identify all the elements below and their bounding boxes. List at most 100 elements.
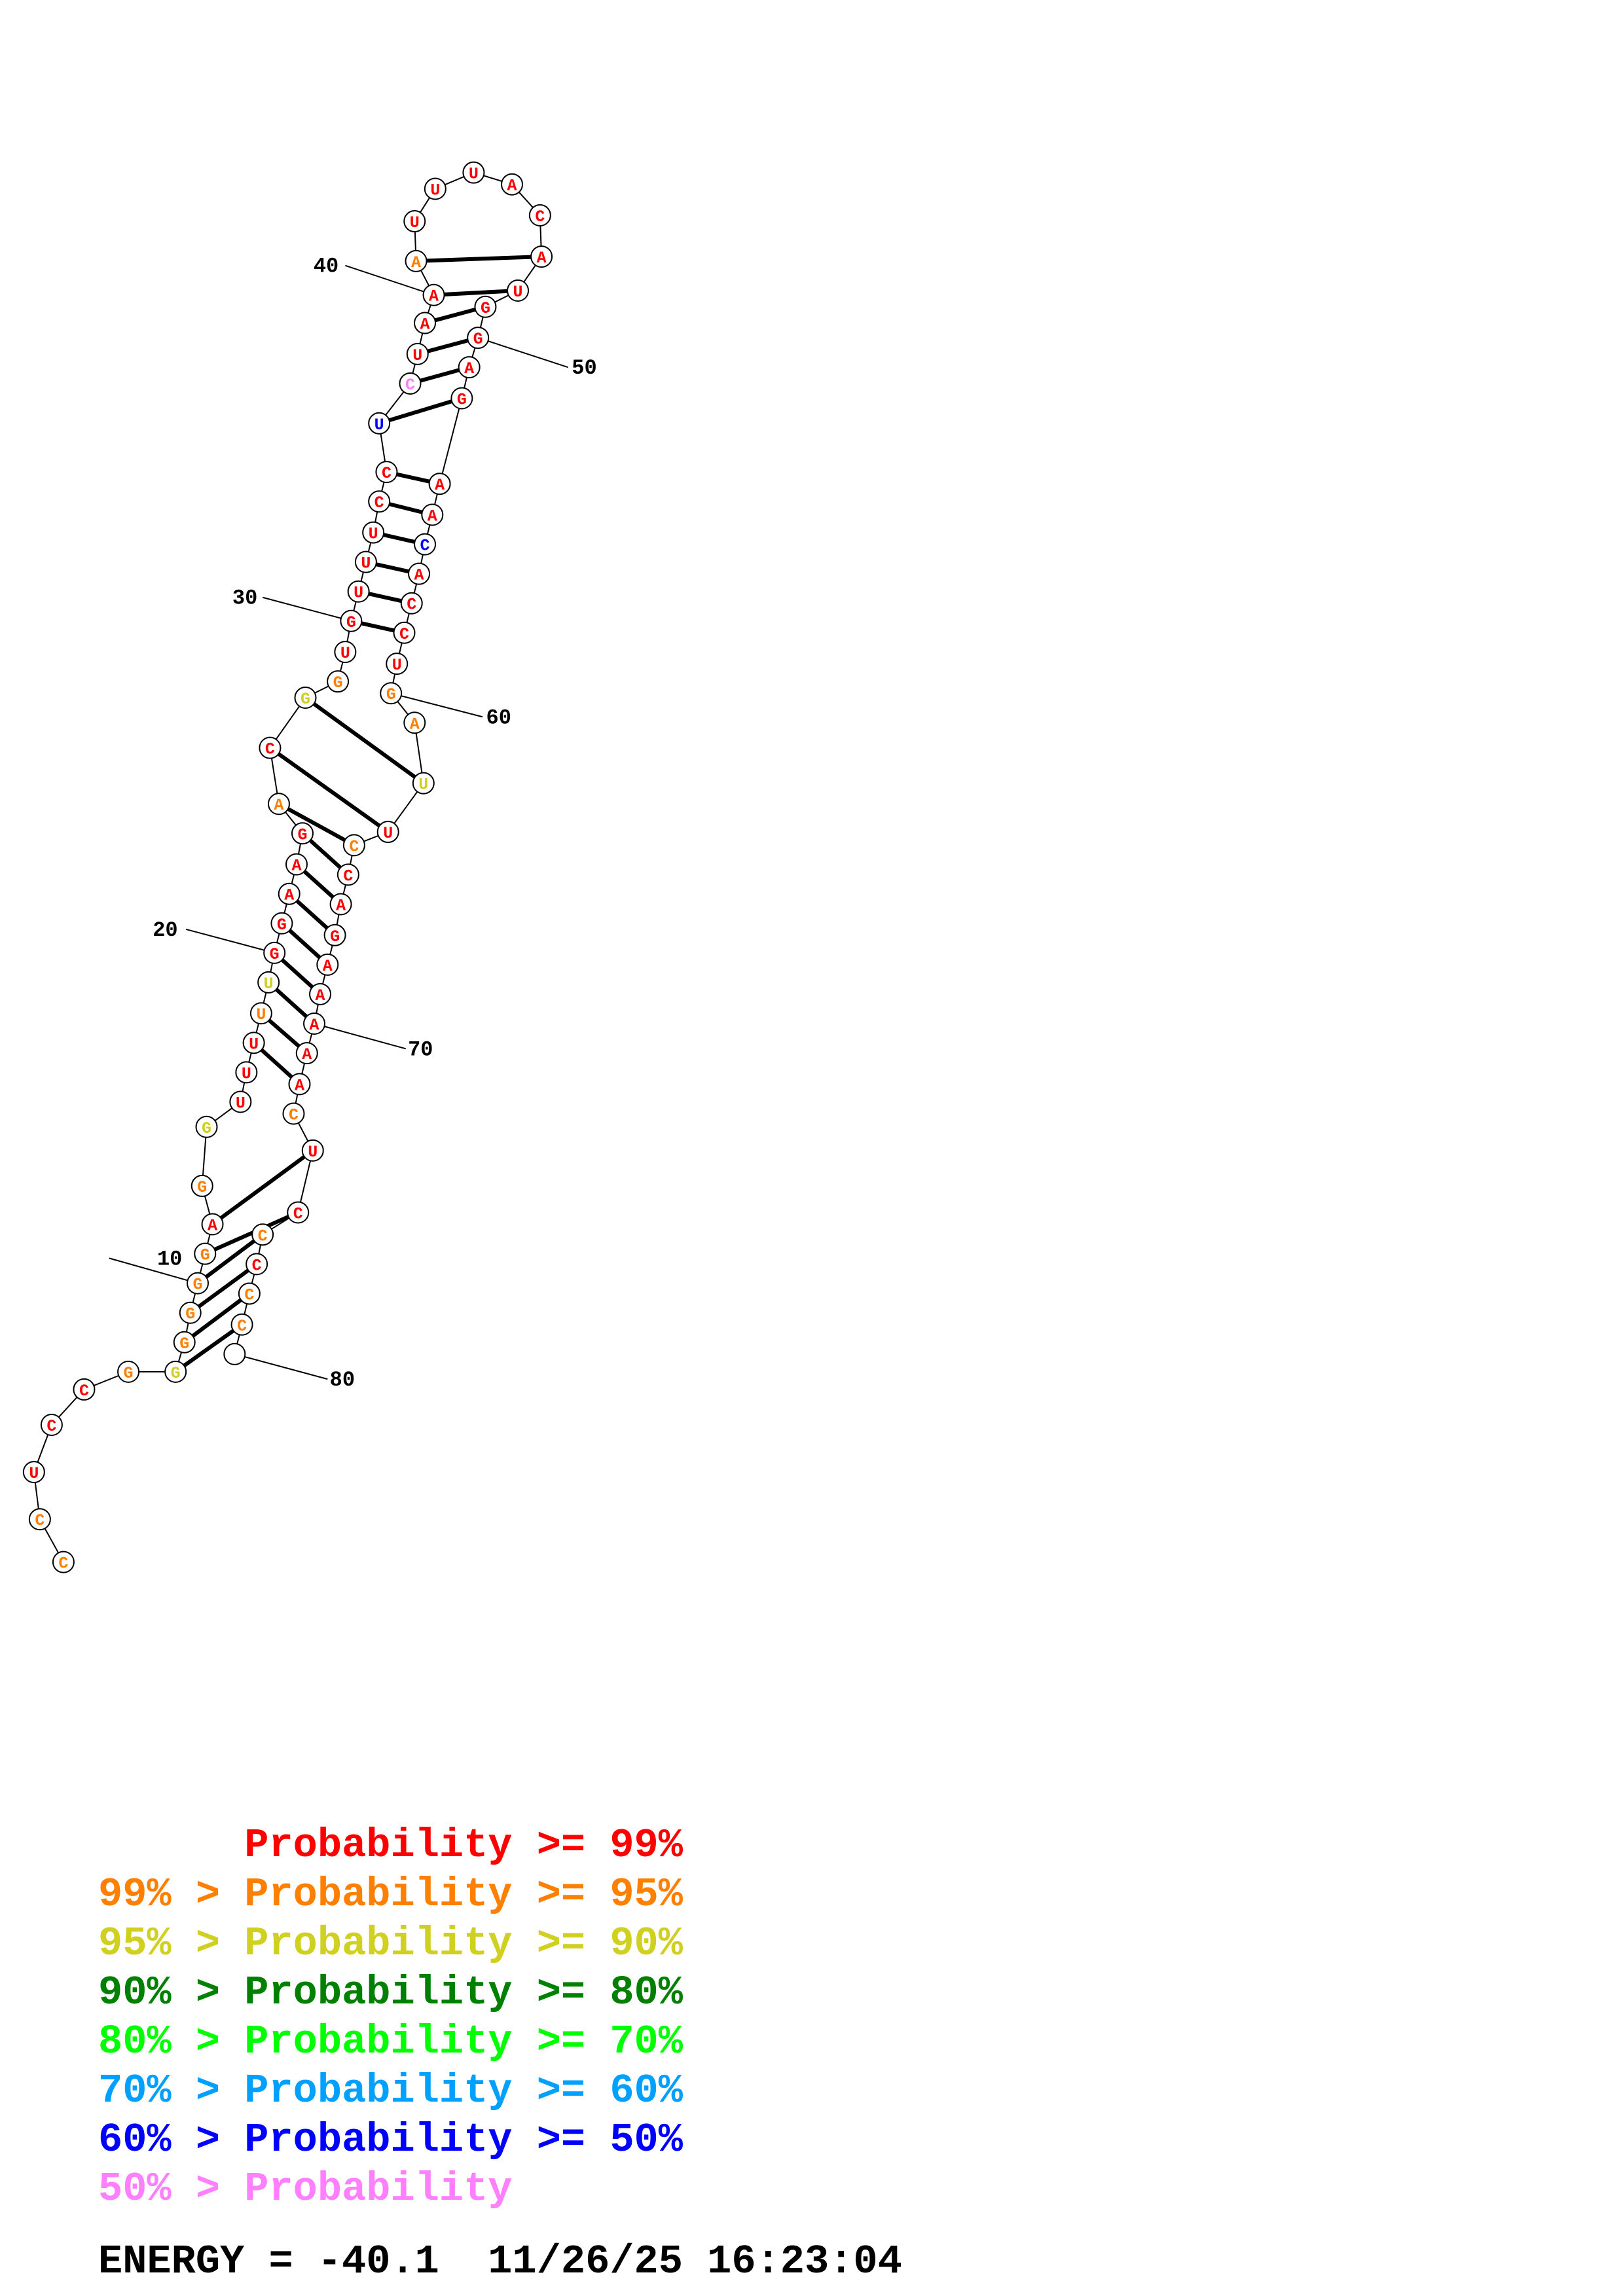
nucleotide-circle xyxy=(337,863,359,886)
nucleotide-circle xyxy=(462,161,485,184)
nucleotide-letter: G xyxy=(200,1246,210,1265)
base-pair-bond xyxy=(433,288,519,297)
nucleotide-circle xyxy=(354,550,377,573)
legend-prefix: 50% > xyxy=(98,2166,245,2212)
nucleotide-36: U xyxy=(368,412,391,435)
nucleotide-letter: A xyxy=(310,1016,319,1035)
position-label-50: 50 xyxy=(572,356,596,380)
nucleotide-32: U xyxy=(354,550,377,573)
nucleotide-letter: U xyxy=(412,346,422,365)
nucleotide-49: G xyxy=(474,295,497,318)
nucleotide-23: A xyxy=(285,853,308,876)
nucleotide-35: C xyxy=(375,461,398,484)
nucleotide-16: U xyxy=(235,1061,258,1084)
nucleotide-circle xyxy=(507,279,530,302)
nucleotide-circle xyxy=(251,1223,274,1246)
nucleotide-letter: A xyxy=(428,507,437,526)
position-label-line xyxy=(390,692,483,718)
nucleotide-letter: U xyxy=(430,181,440,200)
nucleotide-circle xyxy=(249,1002,272,1025)
nucleotide-9: G xyxy=(179,1301,202,1324)
nucleotide-letter: A xyxy=(284,886,294,905)
nucleotide-19: U xyxy=(257,971,280,994)
position-label-60: 60 xyxy=(486,706,511,730)
nucleotide-letter: A xyxy=(323,957,333,976)
nucleotide-57: C xyxy=(400,592,423,615)
nucleotide-circle xyxy=(334,641,357,664)
nucleotide-letter: C xyxy=(405,376,415,395)
nucleotide-circle xyxy=(117,1360,140,1383)
nucleotide-66: A xyxy=(329,893,352,916)
nucleotide-letter: G xyxy=(330,927,340,946)
nucleotide-39: A xyxy=(414,312,437,334)
nucleotide-letter: U xyxy=(369,525,378,544)
nucleotide-circle xyxy=(186,1272,209,1295)
nucleotide-4: C xyxy=(40,1414,63,1437)
nucleotide-letter: U xyxy=(469,165,479,184)
nucleotide-54: A xyxy=(421,503,444,526)
nucleotide-27: G xyxy=(294,686,317,709)
position-label-line xyxy=(314,1023,407,1050)
nucleotide-circle xyxy=(40,1414,63,1437)
legend-prefix: 60% > xyxy=(98,2117,245,2163)
position-label-20: 20 xyxy=(153,918,177,942)
nucleotide-6: G xyxy=(117,1360,140,1383)
nucleotide-circle xyxy=(179,1301,202,1324)
nucleotide-76: C xyxy=(251,1223,274,1246)
nucleotide-circle xyxy=(403,711,426,734)
nucleotide-letter: G xyxy=(197,1178,207,1197)
position-label-70: 70 xyxy=(408,1037,433,1062)
base-pair-bond xyxy=(304,696,425,785)
nucleotide-circle xyxy=(501,173,524,196)
nucleotide-80 xyxy=(223,1342,246,1365)
nucleotide-circle xyxy=(424,177,447,200)
nucleotide-circle xyxy=(467,327,490,350)
nucleotide-circle xyxy=(301,1139,324,1162)
nucleotide-circle xyxy=(323,924,346,946)
nucleotide-circle xyxy=(405,249,428,272)
nucleotide-circle xyxy=(291,822,314,845)
nucleotide-40: A xyxy=(422,283,445,306)
nucleotide-14: G xyxy=(195,1115,218,1138)
nucleotide-letter: U xyxy=(340,644,350,663)
nucleotide-circle xyxy=(380,682,403,705)
nucleotide-circle xyxy=(303,1013,326,1035)
nucleotide-letter: A xyxy=(411,253,421,272)
nucleotide-62: U xyxy=(412,772,435,795)
base-pair-bond xyxy=(416,255,542,263)
nucleotide-3: U xyxy=(22,1461,45,1484)
nucleotide-letter: A xyxy=(316,986,325,1005)
nucleotide-circle xyxy=(327,670,350,693)
nucleotide-circle xyxy=(316,953,339,976)
nucleotide-circle xyxy=(340,609,363,632)
nucleotide-circle xyxy=(368,412,391,435)
nucleotide-46: C xyxy=(528,204,551,227)
nucleotide-58: C xyxy=(393,621,416,644)
legend-entry: Probability >= 99% xyxy=(98,1821,683,1870)
nucleotide-circle xyxy=(246,1253,268,1276)
nucleotide-letter: C xyxy=(244,1285,254,1304)
nucleotide-29: U xyxy=(334,641,357,664)
nucleotide-letter: C xyxy=(343,867,353,886)
nucleotide-letter: U xyxy=(513,283,523,302)
nucleotide-letter: C xyxy=(382,464,392,483)
nucleotide-circle xyxy=(287,1201,310,1224)
nucleotide-77: C xyxy=(246,1253,268,1276)
nucleotide-letter: C xyxy=(399,625,409,644)
nucleotide-letter: G xyxy=(297,825,307,844)
base-pair-bond xyxy=(183,1292,251,1344)
nucleotide-56: A xyxy=(408,562,431,585)
nucleotide-17: U xyxy=(242,1031,265,1054)
nucleotide-71: A xyxy=(295,1042,318,1065)
nucleotide-79: C xyxy=(230,1313,253,1336)
nucleotide-letter: G xyxy=(457,390,467,409)
nucleotide-letter: A xyxy=(291,857,301,876)
energy-and-timestamp: ENERGY = -40.1 11/26/25 16:23:04 xyxy=(98,2238,902,2285)
nucleotide-45: A xyxy=(501,173,524,196)
nucleotide-circle xyxy=(294,686,317,709)
legend-prefix: 99% > xyxy=(98,1871,245,1918)
nucleotide-letter: G xyxy=(179,1335,189,1354)
nucleotide-letter: U xyxy=(410,213,420,232)
nucleotide-letter: C xyxy=(265,740,275,759)
